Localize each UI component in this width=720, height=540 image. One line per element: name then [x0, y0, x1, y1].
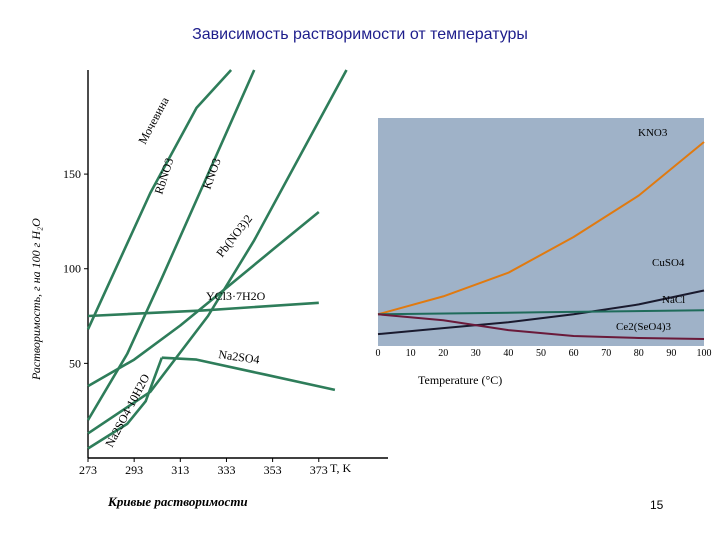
- left-series-line-4: [87, 301, 319, 318]
- left-series-group: [86, 69, 348, 450]
- curve-label-rbno3: RbNO3: [152, 156, 177, 196]
- right-x-tick-label: 10: [406, 348, 416, 359]
- right-series-line-2: [377, 309, 705, 316]
- left-series-line-0: [86, 69, 233, 330]
- curve-label-kno3: KNO3: [200, 156, 224, 191]
- right-x-tick-label: 20: [438, 348, 448, 359]
- right-chart: 0 10 20 30 40 50 60 70 80 90 100 Temperature (°C) …: [376, 118, 712, 387]
- left-chart-caption: Кривые растворимости: [107, 494, 248, 509]
- right-x-tick-label: 70: [601, 348, 611, 359]
- left-y-ticks: 50 100 150: [63, 167, 88, 370]
- curve-label-pbno3: Pb(NO3)2: [213, 212, 255, 260]
- series-label-ce2seo43: Ce2(SeO4)3: [616, 321, 671, 333]
- left-x-tick-label: 373: [310, 463, 328, 477]
- left-y-tick-label: 50: [69, 356, 81, 370]
- left-x-tick-label: 273: [79, 463, 97, 477]
- right-series-line-1: [377, 289, 705, 336]
- right-series-line-3: [377, 313, 705, 340]
- left-chart: 273 293 313 333 353 373 50 100 150 T, K Раствор…: [29, 69, 388, 509]
- right-plot-background: [378, 118, 704, 346]
- right-x-tick-label: 100: [697, 348, 712, 359]
- left-series-line-6: [87, 357, 164, 450]
- left-y-axis-label: Растворимость, г на 100 г H₂O: [29, 218, 43, 381]
- left-x-axis-label: T, K: [330, 461, 351, 475]
- right-x-tick-label: 30: [471, 348, 481, 359]
- curve-label-urea: Мочевина: [135, 94, 172, 146]
- right-x-tick-label: 90: [666, 348, 676, 359]
- left-series-line-5: [161, 356, 336, 392]
- left-series-line-2: [87, 69, 348, 435]
- left-series-line-3: [87, 210, 320, 388]
- curve-label-ycl3: YCl3·7H2O: [206, 289, 266, 303]
- series-label-nacl: NaCl: [662, 294, 685, 306]
- left-x-tick-label: 353: [264, 463, 282, 477]
- left-y-tick-label: 100: [63, 262, 81, 276]
- left-x-tick-label: 333: [217, 463, 235, 477]
- left-y-tick-label: 150: [63, 167, 81, 181]
- series-label-cuso4: CuSO4: [652, 257, 685, 269]
- right-x-tick-label: 60: [569, 348, 579, 359]
- slide-title: Зависимость растворимости от температуры: [192, 26, 528, 43]
- right-series-line-0: [377, 141, 705, 316]
- left-x-tick-label: 313: [171, 463, 189, 477]
- right-x-tick-label: 80: [634, 348, 644, 359]
- right-x-tick-label: 40: [503, 348, 513, 359]
- page-number: 15: [650, 498, 664, 512]
- right-series-group: [377, 141, 705, 340]
- left-x-ticks: 273 293 313 333 353 373: [79, 458, 328, 477]
- right-x-tick-label: 0: [376, 348, 381, 359]
- curve-label-na2so4: Na2SO4: [218, 347, 261, 367]
- right-x-axis-label: Temperature (°C): [418, 373, 502, 387]
- left-series-line-1: [86, 69, 256, 421]
- right-x-ticks: 0 10 20 30 40 50 60 70 80 90 100: [376, 348, 712, 359]
- left-x-tick-label: 293: [125, 463, 143, 477]
- right-x-tick-label: 50: [536, 348, 546, 359]
- series-label-kno3: KNO3: [638, 127, 668, 139]
